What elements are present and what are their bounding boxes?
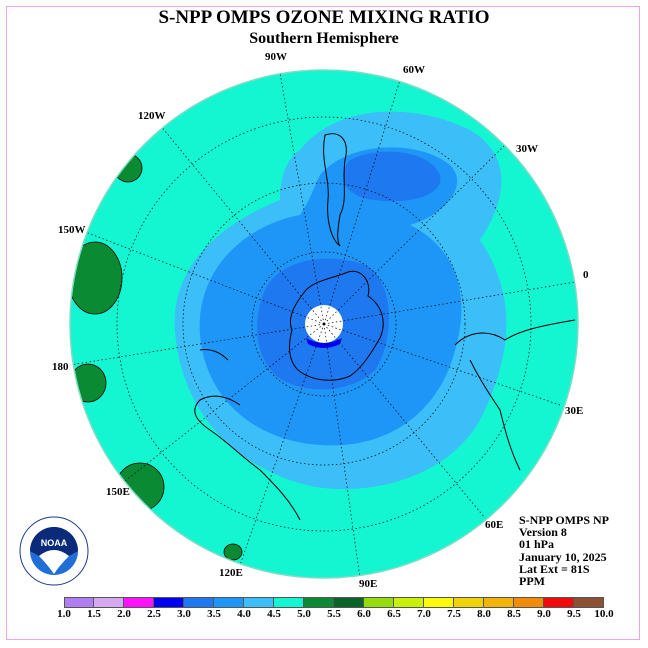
colorbar-cell bbox=[94, 597, 124, 608]
colorbar-label: 10.0 bbox=[594, 608, 614, 620]
info-lat-ext: Lat Ext = 81S bbox=[519, 561, 590, 576]
lon-label-120w: 120W bbox=[138, 110, 166, 122]
colorbar-label: 7.5 bbox=[447, 608, 461, 620]
ozone-level-2-5-region bbox=[306, 338, 342, 348]
colorbar-cell bbox=[334, 597, 364, 608]
colorbar-cell bbox=[454, 597, 484, 608]
product-info: S-NPP OMPS NP Version 8 01 hPa January 1… bbox=[519, 514, 609, 587]
colorbar-cell bbox=[244, 597, 274, 608]
map-subtitle: Southern Hemisphere bbox=[249, 30, 399, 47]
colorbar-cell bbox=[394, 597, 424, 608]
colorbar-label: 1.5 bbox=[87, 608, 101, 620]
longitude-labels: 90W 60W 30W 0 30E 60E 90E 120E 150E 180 … bbox=[52, 51, 589, 590]
info-version: Version 8 bbox=[519, 525, 567, 540]
colorbar-label: 6.5 bbox=[387, 608, 401, 620]
ozone-level-5-0-region-150w bbox=[70, 241, 123, 315]
colorbar-cell bbox=[574, 597, 604, 608]
map-boundary bbox=[69, 69, 579, 579]
colorbar-label: 8.5 bbox=[507, 608, 521, 620]
lon-label-30e: 30E bbox=[565, 405, 583, 417]
colorbar-label: 5.0 bbox=[297, 608, 311, 620]
colorbar-label: 9.5 bbox=[567, 608, 581, 620]
colorbar-cell bbox=[184, 597, 214, 608]
map-title: S-NPP OMPS OZONE MIXING RATIO bbox=[158, 7, 490, 28]
lon-label-150e: 150E bbox=[106, 486, 130, 498]
colorbar-cell bbox=[274, 597, 304, 608]
colorbar-label: 3.0 bbox=[177, 608, 191, 620]
colorbar-label: 2.0 bbox=[117, 608, 131, 620]
lon-label-120e: 120E bbox=[219, 567, 243, 579]
coastlines bbox=[194, 133, 576, 521]
lon-label-90w: 90W bbox=[265, 51, 287, 63]
lon-label-30w: 30W bbox=[516, 143, 538, 155]
colorbar-labels: 1.0 1.5 2.0 2.5 3.0 3.5 4.0 4.5 5.0 5.5 6.0 6.5 7.0 7… bbox=[0, 608, 648, 622]
colorbar-label: 3.5 bbox=[207, 608, 221, 620]
colorbar-label: 2.5 bbox=[147, 608, 161, 620]
graticule bbox=[70, 72, 576, 578]
colorbar-cell bbox=[214, 597, 244, 608]
colorbar-cell bbox=[304, 597, 334, 608]
info-instrument: S-NPP OMPS NP bbox=[519, 513, 609, 527]
colorbar-label: 4.0 bbox=[237, 608, 251, 620]
ozone-level-5-0-region-180 bbox=[70, 363, 107, 403]
lon-label-180: 180 bbox=[52, 361, 69, 373]
colorbar-label: 8.0 bbox=[477, 608, 491, 620]
colorbar-cell bbox=[64, 597, 94, 608]
colorbar-cell bbox=[484, 597, 514, 608]
colorbar-cell bbox=[124, 597, 154, 608]
figure-frame bbox=[6, 6, 640, 640]
info-units: PPM bbox=[519, 574, 545, 589]
ozone-level-3-0-region bbox=[257, 151, 441, 390]
colorbar-label: 1.0 bbox=[57, 608, 71, 620]
info-level: 01 hPa bbox=[519, 537, 555, 552]
lon-label-90e: 90E bbox=[359, 578, 377, 590]
logo-text: NOAA bbox=[41, 538, 68, 548]
colorbar-cell bbox=[514, 597, 544, 608]
noaa-logo: NOAA bbox=[19, 516, 89, 586]
colorbar-label: 4.5 bbox=[267, 608, 281, 620]
lon-label-150w: 150W bbox=[58, 224, 86, 236]
ozone-level-5-0-region-120w bbox=[113, 153, 143, 183]
colorbar-cell bbox=[154, 597, 184, 608]
info-date: January 10, 2025 bbox=[519, 549, 607, 564]
lon-label-60w: 60W bbox=[403, 64, 425, 76]
ozone-level-5-0-region-120e bbox=[223, 543, 243, 561]
colorbar-label: 5.5 bbox=[327, 608, 341, 620]
colorbar-label: 9.0 bbox=[537, 608, 551, 620]
colorbar-label: 6.0 bbox=[357, 608, 371, 620]
colorbar-label: 7.0 bbox=[417, 608, 431, 620]
colorbar bbox=[64, 597, 604, 608]
lon-label-60e: 60E bbox=[485, 519, 503, 531]
colorbar-cell bbox=[544, 597, 574, 608]
colorbar-cell bbox=[364, 597, 394, 608]
colorbar-cell bbox=[424, 597, 454, 608]
lon-label-0: 0 bbox=[583, 269, 589, 281]
